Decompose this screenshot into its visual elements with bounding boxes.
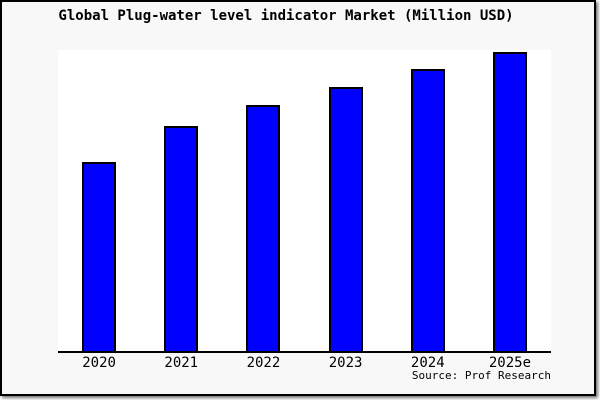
x-tick-label: 2024: [410, 355, 445, 371]
bar-2020: [82, 162, 117, 351]
plot-area: [58, 50, 551, 353]
bar-2023: [328, 87, 363, 351]
bar-slot: [58, 50, 140, 351]
bar-slot: [469, 50, 551, 351]
bar-slot: [140, 50, 222, 351]
source-credit: Source: Prof Research: [411, 369, 551, 382]
x-tick-label: 2020: [82, 355, 116, 371]
bar-slot: [222, 50, 304, 351]
bar-2024: [410, 69, 445, 351]
x-tick-label: 2023: [328, 355, 363, 371]
bar-slot: [387, 50, 469, 351]
chart-title: Global Plug-water level indicator Market…: [58, 8, 514, 24]
bar-slot: [305, 50, 387, 351]
x-axis-tick-labels: 2020 2021 2022 2023 2024 2025e: [58, 355, 551, 371]
x-tick-label: 2021: [164, 355, 199, 371]
bars-container: [58, 50, 551, 351]
bar-2025e: [492, 51, 527, 351]
x-tick-label: 2022: [246, 355, 281, 371]
x-tick-label: 2025e: [488, 355, 532, 371]
bar-2021: [164, 126, 199, 351]
bar-2022: [246, 105, 281, 351]
